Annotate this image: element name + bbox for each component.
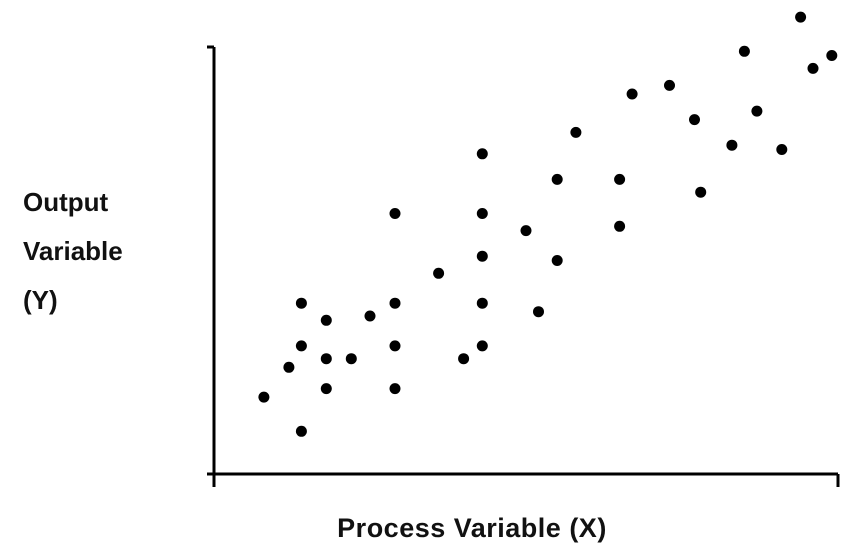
scatter-point-1-35 [751, 105, 763, 117]
scatter-point-1-39 [826, 50, 838, 61]
scatter-point-1-27 [614, 220, 626, 232]
scatter-point-1-3 [295, 340, 307, 352]
scatter-point-1-7 [320, 353, 332, 365]
scatter-point-1-14 [389, 208, 401, 219]
scatter-point-1-2 [283, 361, 295, 373]
scatter-point-1-1 [258, 391, 270, 403]
y-axis-label-line-2: Variable [23, 236, 123, 266]
scatter-point-1-31 [689, 114, 700, 126]
scatter-point-1-30 [664, 79, 675, 91]
scatter-point-1-8 [320, 314, 332, 326]
scatter-point-1-11 [389, 340, 401, 352]
y-axis-label-line-1: Output [23, 187, 109, 217]
x-axis [212, 472, 840, 487]
scatter-point-1-17 [476, 340, 488, 352]
scatter-point-1-29 [626, 88, 638, 100]
scatter-point-1-36 [776, 144, 788, 155]
scatter-point-1-15 [433, 267, 445, 279]
y-axis-label: Output Variable (Y) [23, 187, 123, 315]
scatter-point-1-28 [614, 173, 626, 185]
scatter-point-1-10 [364, 310, 376, 322]
scatter-point-1-18 [476, 297, 488, 309]
x-axis-label: Process Variable (X) [337, 513, 607, 543]
scatter-point-1-13 [389, 297, 401, 309]
scatter-point-1-34 [738, 45, 750, 57]
scatter-points [258, 11, 838, 437]
scatter-point-1-32 [695, 186, 707, 198]
scatter-point-1-20 [476, 208, 488, 219]
scatter-point-1-6 [320, 383, 332, 395]
scatter-point-1-21 [476, 148, 488, 160]
scatter-point-1-9 [345, 353, 357, 365]
scatter-point-1-22 [520, 225, 532, 237]
scatter-point-1-12 [389, 383, 401, 395]
scatter-point-1-37 [795, 11, 807, 23]
scatter-point-1-38 [807, 62, 819, 74]
scatter-point-1-25 [551, 173, 563, 185]
scatter-point-1-23 [533, 306, 544, 318]
scatter-point-1-26 [570, 126, 582, 138]
y-axis-label-line-3: (Y) [23, 285, 58, 315]
scatter-point-1-16 [458, 353, 470, 365]
scatter-point-1-4 [295, 297, 307, 309]
scatter-point-1-5 [295, 425, 307, 437]
scatter-point-1-33 [726, 139, 738, 151]
scatter-point-1-19 [476, 250, 488, 262]
scatter-point-1-24 [551, 255, 563, 266]
